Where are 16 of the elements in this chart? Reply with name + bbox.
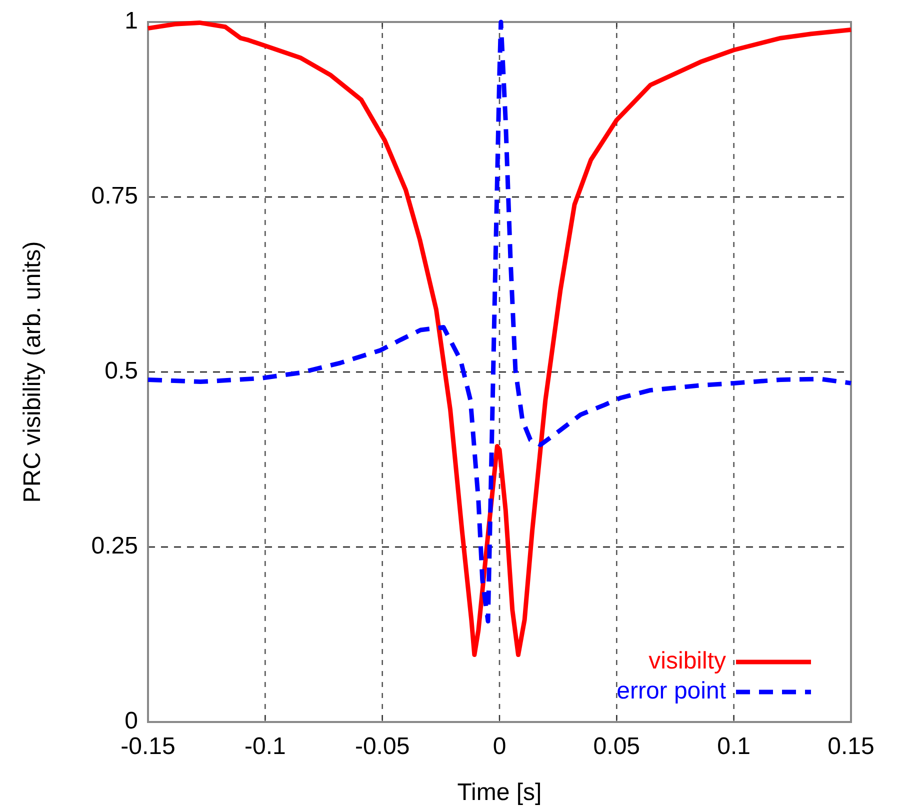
- x-tick-label: -0.15: [120, 733, 176, 760]
- y-axis-title: PRC visibility (arb. units): [19, 241, 46, 503]
- legend-label: visibilty: [648, 647, 726, 674]
- x-tick-label: 0: [492, 733, 506, 760]
- y-tick-label: 0.5: [104, 357, 138, 384]
- x-tick-label: 0.1: [717, 733, 751, 760]
- x-axis-title: Time [s]: [457, 779, 542, 806]
- x-tick-label: 0.15: [828, 733, 874, 760]
- x-tick-label: 0.05: [593, 733, 640, 760]
- y-tick-label: 0.75: [91, 182, 138, 210]
- legend-label: error point: [616, 677, 726, 704]
- x-tick-label: -0.1: [244, 733, 286, 760]
- y-tick-label: 0: [124, 707, 138, 734]
- x-tick-label: -0.05: [354, 733, 410, 760]
- y-tick-label: 0.25: [91, 532, 138, 560]
- y-tick-label: 1: [124, 7, 138, 34]
